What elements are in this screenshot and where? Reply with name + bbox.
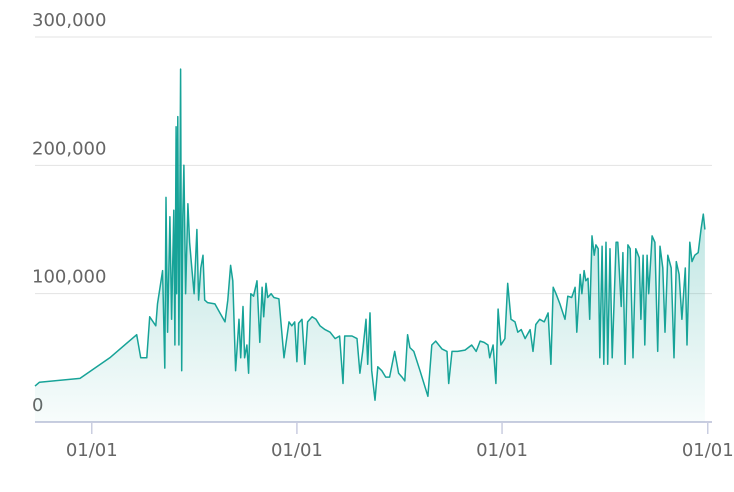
area-line <box>34 68 706 401</box>
y-tick-label: 300,000 <box>32 10 106 31</box>
x-tick-label: 01/01 <box>682 440 734 461</box>
y-tick-label: 200,000 <box>32 138 106 159</box>
y-tick-label: 100,000 <box>32 267 106 288</box>
x-tick-label: 01/01 <box>476 440 528 461</box>
x-tick-label: 01/01 <box>66 440 118 461</box>
x-tick-label: 01/01 <box>271 440 323 461</box>
area-fill <box>35 69 705 422</box>
